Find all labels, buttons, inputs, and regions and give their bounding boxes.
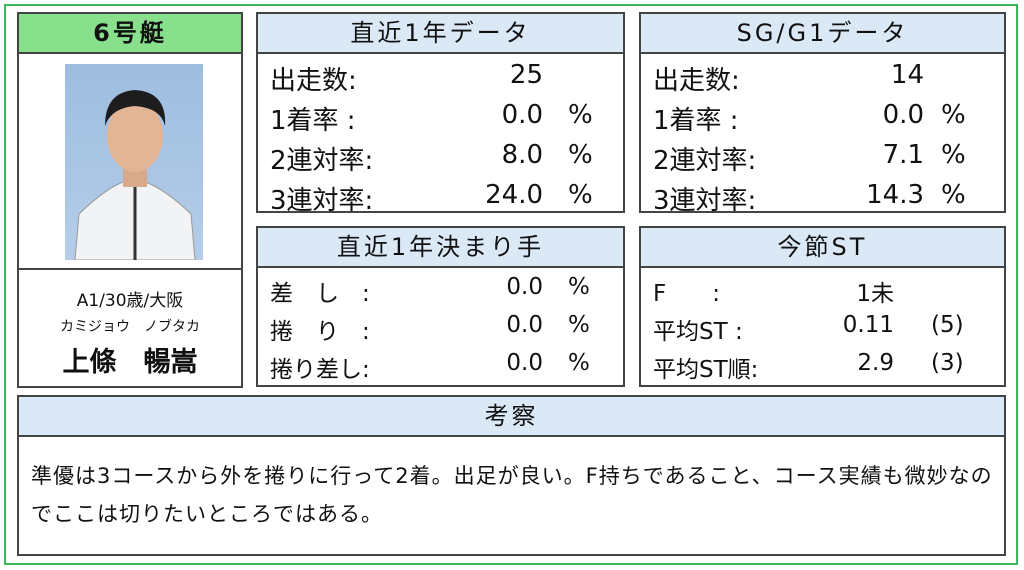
stat-label: 3連対率: (270, 186, 374, 216)
stat-label: 出走数: (270, 66, 357, 96)
kimarite-panel: 直近1年決まり手 差 し : 0.0% 捲 り : 0.0% 捲り差し: 0.0% (256, 226, 625, 387)
comment-title: 考察 (19, 397, 1004, 437)
stat-unit: % (568, 140, 593, 170)
stat-unit: (5) (931, 312, 964, 338)
stat-unit: % (568, 180, 593, 210)
stat-label: 2連対率: (270, 146, 374, 176)
stat-label: 3連対率: (653, 186, 757, 216)
racer-profile: A1/30歳/大阪 (76, 291, 184, 311)
comment-panel: 考察 準優は3コースから外を捲りに行って2着。出足が良い。F持ちであること、コー… (17, 395, 1006, 556)
stat-unit: % (941, 140, 966, 170)
stat-label: 捲り差し: (270, 357, 370, 383)
stat-value: 0.0 (506, 274, 543, 300)
stat-value: 0.11 (842, 312, 894, 338)
stat-unit: % (568, 312, 590, 338)
kimarite-title: 直近1年決まり手 (258, 228, 623, 268)
stat-value: 8.0 (501, 140, 543, 170)
stat-unit: % (568, 350, 590, 376)
stat-unit: % (568, 100, 593, 130)
comment-text: 準優は3コースから外を捲りに行って2着。出足が良い。F持ちであること、コース実績… (31, 464, 993, 526)
year-data-title: 直近1年データ (258, 14, 623, 54)
stat-label: 2連対率: (653, 146, 757, 176)
stat-unit: % (941, 100, 966, 130)
stat-label: 1着率 : (270, 106, 356, 136)
racer-photo (65, 64, 203, 261)
stat-value: 0.0 (882, 100, 924, 130)
stat-label: 1着率 : (653, 106, 739, 136)
stat-value: 7.1 (882, 140, 924, 170)
stat-value: 1未 (856, 281, 894, 307)
boat-panel: 6号艇 A1/30歳/大阪 カミジョウ ノブタカ 上條 暢嵩 (17, 12, 243, 388)
st-panel: 今節ST F : 1未平均ST : 0.11 (5) 平均ST順: 2.9 (3) (639, 226, 1006, 387)
stat-value: 14.3 (866, 180, 924, 210)
stat-label: 捲 り : (270, 319, 370, 345)
year-data-panel: 直近1年データ 出走数: 25 1着率 : 0.0% 2連対率: 8.0% 3連対率: 24.… (256, 12, 625, 216)
stat-label: F : (653, 281, 720, 307)
stat-unit: % (568, 274, 590, 300)
stat-value: 14 (890, 60, 924, 90)
stat-value: 24.0 (485, 180, 543, 210)
stat-unit: (3) (931, 350, 964, 376)
st-title: 今節ST (641, 228, 1004, 268)
stat-value: 0.0 (506, 350, 543, 376)
stat-label: 平均ST順: (653, 357, 759, 383)
racer-name: 上條 暢嵩 (62, 347, 198, 378)
stat-label: 出走数: (653, 66, 740, 96)
sg-data-title: SG/G1データ (641, 14, 1004, 54)
boat-number: 6号艇 (19, 14, 241, 54)
stat-unit: % (941, 180, 966, 210)
stat-value: 25 (509, 60, 543, 90)
stat-value: 0.0 (501, 100, 543, 130)
stat-label: 平均ST : (653, 319, 743, 345)
stat-value: 2.9 (857, 350, 894, 376)
stat-label: 差 し : (270, 281, 370, 307)
stat-value: 0.0 (506, 312, 543, 338)
sg-data-panel: SG/G1データ 出走数: 14 1着率 : 0.0% 2連対率: 7.1% 3連対率: 14… (639, 12, 1006, 216)
card-frame (4, 4, 1018, 565)
racer-kana: カミジョウ ノブタカ (60, 319, 200, 335)
